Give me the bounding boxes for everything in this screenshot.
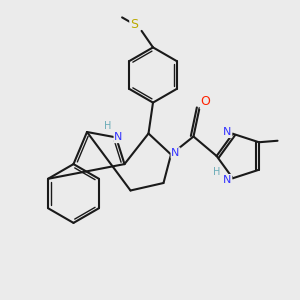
Text: N: N [223,127,232,137]
Text: O: O [201,95,210,109]
Text: N: N [171,148,180,158]
Text: N: N [114,132,123,142]
Text: H: H [214,167,221,177]
Text: S: S [130,18,138,31]
Text: N: N [223,175,232,185]
Text: H: H [104,121,112,131]
